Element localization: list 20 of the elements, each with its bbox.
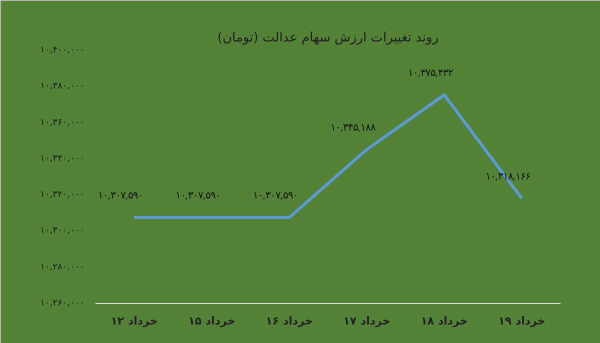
chart-title: روند تغییرات ارزش سهام عدالت (تومان) xyxy=(217,30,439,46)
y-tick-label: ۱۰,۴۰۰,۰۰۰ xyxy=(40,46,85,56)
y-tick-label: ۱۰,۲۶۰,۰۰۰ xyxy=(40,298,85,308)
data-label: ۱۰,۳۰۷,۵۹۰ xyxy=(252,190,298,202)
y-tick-label: ۱۰,۳۲۰,۰۰۰ xyxy=(40,190,85,200)
data-label: ۱۰,۳۰۷,۵۹۰ xyxy=(98,190,143,202)
x-tick-label: ۱۹ خرداد xyxy=(498,314,546,328)
y-tick-label: ۱۰,۲۸۰,۰۰۰ xyxy=(40,262,85,272)
x-tick-label: ۱۷ خرداد xyxy=(343,314,390,328)
x-tick-label: ۱۵ خرداد xyxy=(188,314,236,328)
x-tick-label: ۱۸ خرداد xyxy=(420,314,468,328)
data-label: ۱۰,۳۰۷,۵۹۰ xyxy=(175,190,220,202)
y-tick-label: ۱۰,۳۰۰,۰۰۰ xyxy=(40,226,85,236)
y-tick-label: ۱۰,۳۶۰,۰۰۰ xyxy=(40,118,85,128)
x-tick-label: ۱۶ خرداد xyxy=(266,314,313,328)
y-tick-label: ۱۰,۳۸۰,۰۰۰ xyxy=(40,82,85,92)
data-label: ۱۰,۳۴۵,۱۸۸ xyxy=(330,122,376,134)
y-tick-label: ۱۰,۳۴۰,۰۰۰ xyxy=(40,154,85,164)
x-tick-label: ۱۲ خرداد xyxy=(110,314,158,328)
data-label: ۱۰,۳۷۵,۴۳۲ xyxy=(408,68,453,79)
